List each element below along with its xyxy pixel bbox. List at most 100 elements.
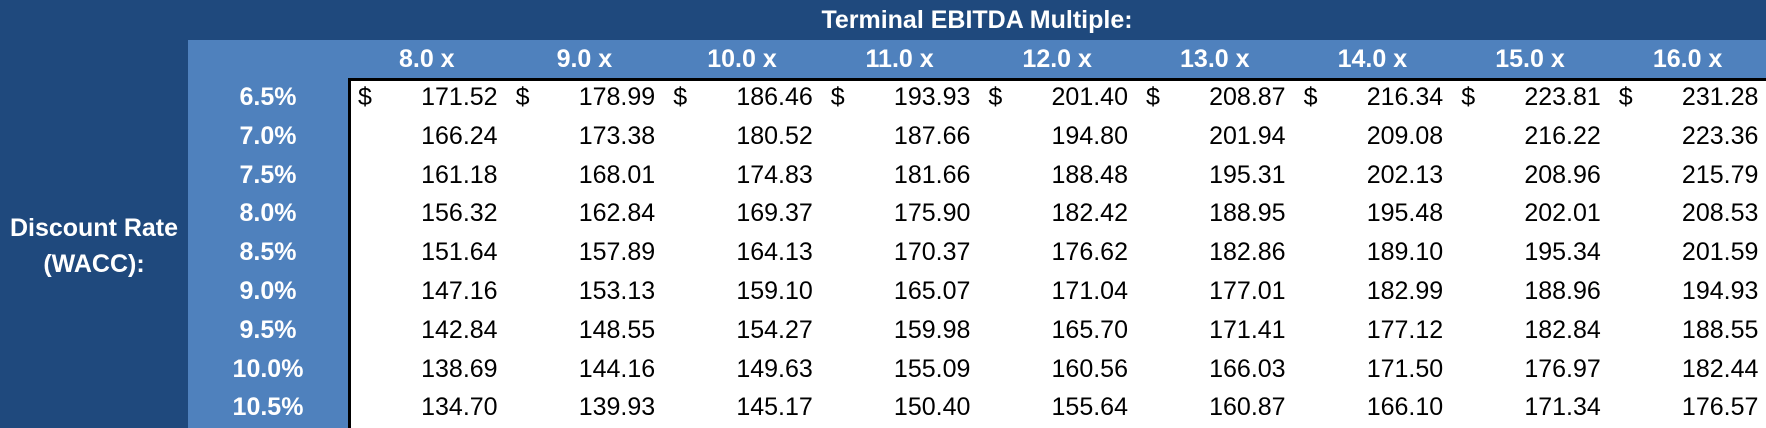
table-cell[interactable]: 188.48 — [978, 156, 1136, 195]
cell-value: 209.08 — [1366, 121, 1444, 150]
table-cell[interactable]: 160.87 — [1136, 388, 1294, 427]
table-cell[interactable]: 165.07 — [821, 272, 979, 311]
table-cell[interactable]: 195.31 — [1136, 156, 1294, 195]
table-cell[interactable]: 159.10 — [663, 272, 821, 311]
table-cell[interactable]: 187.66 — [821, 117, 979, 156]
table-cell[interactable]: 171.41 — [1136, 311, 1294, 350]
table-cell[interactable]: 161.18 — [348, 156, 506, 195]
table-cell[interactable]: 176.97 — [1451, 350, 1609, 389]
table-cell[interactable]: 208.53 — [1609, 194, 1766, 233]
cell-value: 182.86 — [1209, 238, 1286, 267]
table-cell[interactable]: 208.96 — [1451, 156, 1609, 195]
table-cell[interactable]: 176.62 — [978, 233, 1136, 272]
cell-value: 201.94 — [1209, 121, 1286, 150]
table-cell[interactable]: 166.10 — [1294, 388, 1452, 427]
table-cell[interactable]: 173.38 — [506, 117, 664, 156]
table-cell[interactable]: 157.89 — [506, 233, 664, 272]
table-cell[interactable]: $216.34 — [1294, 78, 1452, 117]
table-cell[interactable]: 177.01 — [1136, 272, 1294, 311]
table-cell[interactable]: 149.63 — [663, 350, 821, 389]
table-cell[interactable]: 155.09 — [821, 350, 979, 389]
table-cell[interactable]: 175.90 — [821, 194, 979, 233]
table-cell[interactable]: 182.44 — [1609, 350, 1766, 389]
table-cell[interactable]: 216.22 — [1451, 117, 1609, 156]
table-cell[interactable]: 170.37 — [821, 233, 979, 272]
table-cell[interactable]: 154.27 — [663, 311, 821, 350]
table-cell[interactable]: 201.59 — [1609, 233, 1766, 272]
table-cell[interactable]: 201.94 — [1136, 117, 1294, 156]
table-cell[interactable]: $171.52 — [348, 78, 506, 117]
table-cell[interactable]: 176.57 — [1609, 388, 1766, 427]
table-cell[interactable]: 180.52 — [663, 117, 821, 156]
table-cell[interactable]: 168.01 — [506, 156, 664, 195]
table-cell[interactable]: 174.83 — [663, 156, 821, 195]
table-cell[interactable]: 150.40 — [821, 388, 979, 427]
cell-value: 162.84 — [578, 199, 656, 228]
table-cell[interactable]: 194.80 — [978, 117, 1136, 156]
cell-value: 161.18 — [421, 160, 498, 189]
table-cell[interactable]: 169.37 — [663, 194, 821, 233]
table-cell[interactable]: 147.16 — [348, 272, 506, 311]
table-cell[interactable]: 162.84 — [506, 194, 664, 233]
table-cell[interactable]: 182.42 — [978, 194, 1136, 233]
table-cell[interactable]: 194.93 — [1609, 272, 1766, 311]
cell-value: 166.10 — [1366, 393, 1444, 422]
table-cell[interactable]: $201.40 — [978, 78, 1136, 117]
cell-value: 202.01 — [1524, 199, 1601, 228]
table-cell[interactable]: 134.70 — [348, 388, 506, 427]
cell-value: 176.62 — [1051, 238, 1128, 267]
table-cell[interactable]: 151.64 — [348, 233, 506, 272]
table-cell[interactable]: 159.98 — [821, 311, 979, 350]
table-cell[interactable]: 138.69 — [348, 350, 506, 389]
table-cell[interactable]: 195.34 — [1451, 233, 1609, 272]
table-cell[interactable]: 164.13 — [663, 233, 821, 272]
table-cell[interactable]: 171.50 — [1294, 350, 1452, 389]
table-cell[interactable]: 215.79 — [1609, 156, 1766, 195]
table-cell[interactable]: 171.34 — [1451, 388, 1609, 427]
table-cell[interactable]: 189.10 — [1294, 233, 1452, 272]
table-cell[interactable]: 182.84 — [1451, 311, 1609, 350]
table-cell[interactable]: 148.55 — [506, 311, 664, 350]
cell-value: 188.95 — [1209, 199, 1286, 228]
table-cell[interactable]: 166.24 — [348, 117, 506, 156]
table-cell[interactable]: $178.99 — [506, 78, 664, 117]
table-cell[interactable]: $208.87 — [1136, 78, 1294, 117]
table-cell[interactable]: 142.84 — [348, 311, 506, 350]
table-cell[interactable]: 153.13 — [506, 272, 664, 311]
table-cell[interactable]: 155.64 — [978, 388, 1136, 427]
table-cell[interactable]: 177.12 — [1294, 311, 1452, 350]
table-cell[interactable]: 182.99 — [1294, 272, 1452, 311]
table-cell[interactable]: 156.32 — [348, 194, 506, 233]
table-cell[interactable]: $223.81 — [1451, 78, 1609, 117]
sensitivity-table: $171.52 $178.99 $186.46 $193.93 $201.40 $208.… — [348, 78, 1766, 428]
column-header: 12.0 x — [1022, 45, 1092, 73]
table-cell[interactable]: 145.17 — [663, 388, 821, 427]
table-cell[interactable]: $231.28 — [1609, 78, 1766, 117]
table-cell[interactable]: 188.96 — [1451, 272, 1609, 311]
currency-symbol: $ — [515, 83, 530, 111]
row-header: 6.5% — [239, 83, 297, 111]
table-cell[interactable]: 139.93 — [506, 388, 664, 427]
row-header: 10.0% — [232, 354, 304, 383]
cell-value: 154.27 — [736, 315, 813, 344]
cell-value: 150.40 — [893, 393, 971, 422]
table-cell[interactable]: $186.46 — [663, 78, 821, 117]
table-cell[interactable]: 195.48 — [1294, 194, 1452, 233]
table-cell[interactable]: 202.01 — [1451, 194, 1609, 233]
table-cell[interactable]: 171.04 — [978, 272, 1136, 311]
table-cell[interactable]: 223.36 — [1609, 117, 1766, 156]
table-cell[interactable]: 202.13 — [1294, 156, 1452, 195]
table-cell[interactable]: 182.86 — [1136, 233, 1294, 272]
row-header: 9.0% — [239, 277, 297, 305]
table-cell[interactable]: 165.70 — [978, 311, 1136, 350]
table-cell[interactable]: 209.08 — [1294, 117, 1452, 156]
cell-value: 155.64 — [1051, 393, 1128, 422]
row-header: 7.5% — [239, 160, 297, 189]
table-cell[interactable]: 181.66 — [821, 156, 979, 195]
table-cell[interactable]: 188.95 — [1136, 194, 1294, 233]
table-cell[interactable]: 166.03 — [1136, 350, 1294, 389]
table-cell[interactable]: 144.16 — [506, 350, 664, 389]
table-cell[interactable]: 188.55 — [1609, 311, 1766, 350]
table-cell[interactable]: 160.56 — [978, 350, 1136, 389]
table-cell[interactable]: $193.93 — [821, 78, 979, 117]
